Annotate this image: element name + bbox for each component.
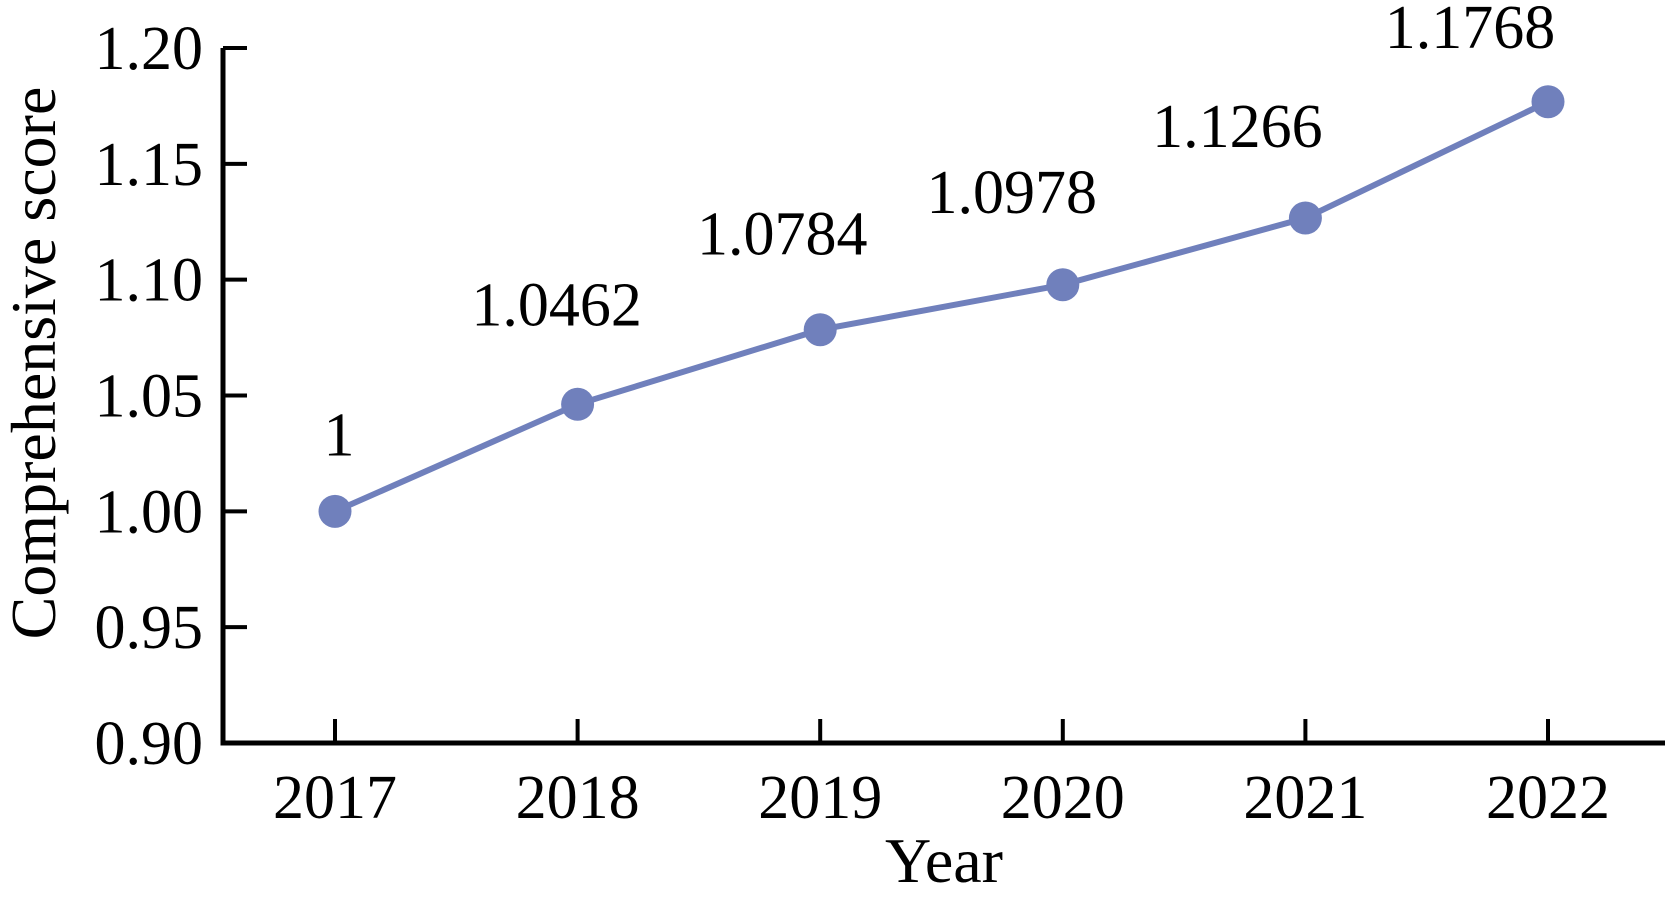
y-tick-label: 1.00 (95, 478, 204, 546)
data-point-marker (561, 387, 595, 421)
y-tick-label: 0.90 (95, 710, 204, 778)
data-point-label: 1.0462 (471, 271, 642, 339)
x-tick-label: 2021 (1243, 764, 1367, 832)
series-markers (318, 85, 1565, 528)
data-point-label: 1.1768 (1385, 0, 1556, 62)
x-tick-label: 2022 (1486, 764, 1610, 832)
x-tick-label: 2018 (516, 764, 640, 832)
y-tick-label: 0.95 (95, 594, 204, 662)
x-tick-labels: 2017 2018 2019 2020 2021 2022 (273, 764, 1610, 832)
data-point-label: 1.1266 (1152, 93, 1323, 161)
data-point-label: 1.0978 (927, 159, 1098, 227)
y-axis-title: Comprehensive score (0, 87, 69, 640)
y-tick-labels: 0.90 0.95 1.00 1.05 1.10 1.15 1.20 (95, 15, 204, 778)
axes (220, 46, 1665, 746)
series-comprehensive-score: 1 1.0462 1.0784 1.0978 1.1266 1.1768 (318, 0, 1565, 528)
data-labels: 1 1.0462 1.0784 1.0978 1.1266 1.1768 (324, 0, 1556, 469)
data-point-label: 1.0784 (697, 201, 868, 269)
y-tick-label: 1.10 (95, 247, 204, 315)
y-tick-label: 1.20 (95, 15, 204, 83)
data-point-label: 1 (324, 401, 355, 469)
y-tick-label: 1.15 (95, 131, 204, 199)
x-axis-title: Year (885, 825, 1003, 896)
x-tick-label: 2020 (1001, 764, 1125, 832)
data-point-marker (1531, 85, 1565, 119)
x-axis-ticks (333, 719, 1550, 743)
x-tick-label: 2017 (273, 764, 397, 832)
y-tick-label: 1.05 (95, 363, 204, 431)
data-point-marker (1046, 268, 1080, 302)
data-point-marker (318, 494, 352, 528)
x-tick-label: 2019 (758, 764, 882, 832)
data-point-marker (1288, 201, 1322, 235)
y-axis-ticks (223, 46, 247, 745)
data-point-marker (803, 313, 837, 347)
series-line (333, 99, 1550, 515)
